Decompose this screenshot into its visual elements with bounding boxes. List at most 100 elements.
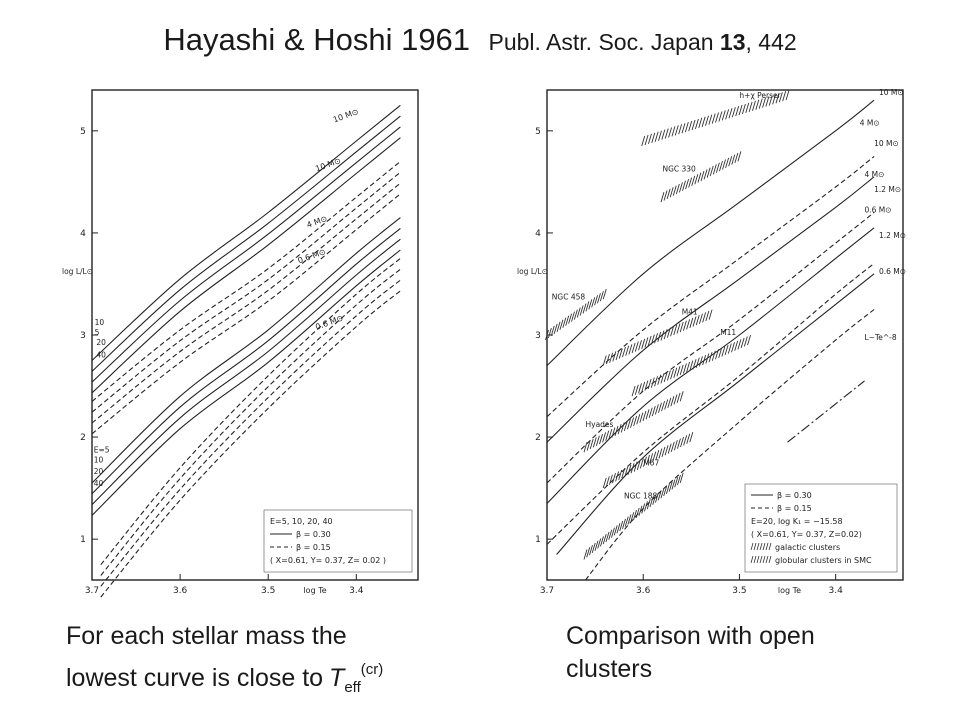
cluster-hatch — [658, 448, 663, 459]
cluster-hatch — [664, 399, 669, 410]
cluster-hatch — [647, 335, 652, 347]
legend-hatch — [768, 542, 772, 551]
y-tick-label: 4 — [535, 229, 541, 239]
cluster-hatch — [630, 417, 634, 428]
cluster-hatch — [737, 151, 742, 162]
cluster-hatch — [620, 422, 625, 433]
cluster-label: NGC 458 — [552, 292, 586, 301]
cluster-hatch — [644, 380, 649, 391]
cluster-label: h+χ Perser — [739, 91, 781, 100]
cluster-hatch — [682, 363, 687, 374]
cluster-hatch — [622, 518, 626, 529]
teff-T: T — [329, 664, 345, 692]
cluster-hatch — [708, 351, 713, 363]
x-tick-label: 3.4 — [828, 586, 843, 596]
series-line — [546, 176, 875, 443]
cluster-hatch — [676, 366, 681, 377]
cluster-label: M67 — [643, 459, 659, 468]
left-hr-diagram: 3.7 3.6 3.5 3.4 1 2 3 4 5 log Te log L/L⊙ E=5, 10, … — [60, 84, 432, 604]
legend-hatch — [750, 542, 754, 551]
cluster-hatch — [673, 440, 678, 451]
cluster-hatch — [647, 133, 652, 145]
legend-hatch — [756, 555, 760, 564]
cluster-hatch — [591, 542, 596, 554]
cluster-hatch — [605, 531, 610, 543]
cluster-hatch — [630, 512, 635, 523]
cluster-hatch — [678, 124, 683, 135]
cluster-hatch — [667, 397, 672, 408]
cluster-hatch — [613, 525, 618, 536]
x-tick-label: 3.6 — [636, 586, 651, 596]
legend-hatch — [759, 555, 763, 564]
cluster-hatch — [646, 499, 651, 510]
cluster-hatch — [679, 472, 684, 484]
E-label: 40 — [96, 350, 106, 359]
cluster-hatch — [671, 126, 676, 137]
series-line — [100, 290, 401, 598]
series-line — [546, 263, 875, 545]
cluster-hatch — [778, 92, 783, 103]
cluster-hatch — [608, 529, 613, 540]
cluster-hatch — [641, 135, 646, 147]
cluster-hatch — [576, 307, 581, 318]
cluster-hatch — [634, 384, 639, 395]
legend-entry: galactic clusters — [775, 543, 840, 552]
series-line — [100, 268, 401, 576]
cluster-hatch — [676, 323, 681, 334]
cluster-hatch — [663, 371, 668, 383]
cluster-hatch — [666, 188, 671, 200]
cluster-hatch — [550, 325, 555, 337]
cluster-hatch — [599, 433, 603, 445]
cluster-hatch — [589, 438, 594, 450]
cluster-hatch — [655, 450, 660, 461]
cluster-hatch — [701, 116, 706, 127]
cluster-hatch — [721, 110, 726, 121]
mass-label: 10 M⊙ — [879, 88, 904, 97]
cluster-hatch — [670, 441, 675, 453]
E-label: 20 — [94, 467, 104, 476]
cluster-hatch — [682, 180, 686, 191]
cluster-label: M41 — [682, 308, 698, 317]
cluster-hatch — [658, 130, 662, 141]
cluster-label: NGC 188 — [624, 491, 658, 500]
cluster-hatch — [556, 321, 561, 332]
cluster-hatch — [631, 386, 636, 397]
cluster-hatch — [660, 192, 665, 203]
cluster-hatch — [667, 443, 672, 454]
legend-entry: β = 0.30 — [777, 491, 812, 500]
cluster-hatch — [624, 516, 629, 527]
cluster-hatch — [644, 501, 648, 512]
cluster-hatch — [595, 435, 600, 446]
cluster-hatch — [600, 536, 604, 547]
y-tick-label: 5 — [535, 127, 541, 137]
cluster-hatch — [702, 354, 707, 366]
cluster-hatch — [591, 297, 596, 308]
cluster-hatch — [745, 102, 750, 114]
legend-hatch — [750, 555, 754, 564]
cluster-hatch — [762, 97, 766, 108]
cluster-hatch — [661, 446, 666, 457]
y-tick-label: 3 — [80, 331, 86, 341]
cluster-hatch — [775, 93, 780, 104]
cluster-hatch — [597, 538, 602, 549]
cluster-hatch — [633, 415, 638, 427]
cluster-hatch — [597, 293, 601, 304]
cluster-hatch — [748, 101, 753, 112]
cluster-hatch — [666, 327, 671, 338]
mass-label: 4 M⊙ — [860, 119, 880, 128]
cluster-hatch — [741, 103, 746, 115]
series-line — [100, 257, 401, 566]
legend-entry: β = 0.15 — [296, 543, 331, 552]
cluster-hatch — [679, 391, 684, 402]
cluster-hatch — [747, 334, 751, 346]
cluster-hatch — [705, 353, 710, 364]
cluster-hatch — [627, 464, 632, 476]
cluster-hatch — [573, 309, 578, 320]
cluster-hatch — [582, 303, 587, 314]
series-line — [91, 193, 401, 435]
series-line — [787, 380, 865, 443]
right-chart-svg: 3.7 3.6 3.5 3.4 1 2 3 4 5 log Te log L/L⊙ β = 0.30 β… — [517, 88, 906, 596]
cluster-hatch — [721, 346, 726, 357]
E-label: 20 — [96, 338, 106, 347]
cluster-hatch — [758, 98, 763, 109]
